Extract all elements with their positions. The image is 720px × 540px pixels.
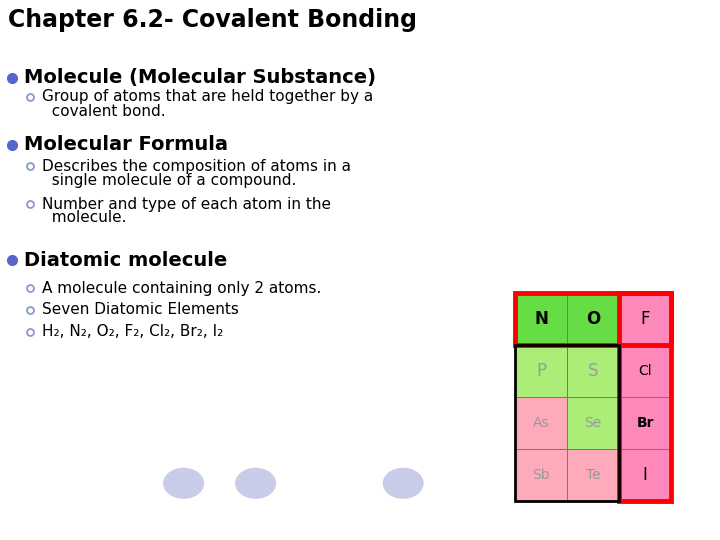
Bar xyxy=(619,293,671,501)
Bar xyxy=(515,345,619,501)
Bar xyxy=(515,449,567,501)
Text: Se: Se xyxy=(585,416,602,430)
Bar xyxy=(515,345,567,397)
Ellipse shape xyxy=(618,471,650,496)
Bar xyxy=(515,293,671,345)
Bar xyxy=(567,397,619,449)
Bar xyxy=(619,293,671,345)
Text: As: As xyxy=(533,416,549,430)
Ellipse shape xyxy=(384,469,423,498)
Text: Sb: Sb xyxy=(532,468,550,482)
Text: S: S xyxy=(588,362,598,380)
Text: O: O xyxy=(586,310,600,328)
Text: Diatomic molecule: Diatomic molecule xyxy=(24,251,228,269)
Text: Group of atoms that are held together by a: Group of atoms that are held together by… xyxy=(42,90,373,105)
Bar xyxy=(567,345,619,397)
Text: I: I xyxy=(642,466,647,484)
Bar xyxy=(619,397,671,449)
Text: Seven Diatomic Elements: Seven Diatomic Elements xyxy=(42,302,239,318)
Text: P: P xyxy=(536,362,546,380)
Text: Molecule (Molecular Substance): Molecule (Molecular Substance) xyxy=(24,69,376,87)
Text: covalent bond.: covalent bond. xyxy=(42,104,166,118)
Text: F: F xyxy=(640,310,649,328)
Ellipse shape xyxy=(515,470,551,497)
Text: Describes the composition of atoms in a: Describes the composition of atoms in a xyxy=(42,159,351,173)
Text: N: N xyxy=(534,310,548,328)
Text: Cl: Cl xyxy=(638,364,652,378)
Bar xyxy=(567,449,619,501)
Bar xyxy=(515,293,567,345)
Text: molecule.: molecule. xyxy=(42,211,127,226)
Text: A molecule containing only 2 atoms.: A molecule containing only 2 atoms. xyxy=(42,280,321,295)
Text: Chapter 6.2- Covalent Bonding: Chapter 6.2- Covalent Bonding xyxy=(8,8,417,32)
Bar xyxy=(515,397,567,449)
Bar xyxy=(619,449,671,501)
Text: Number and type of each atom in the: Number and type of each atom in the xyxy=(42,197,331,212)
Bar xyxy=(567,293,619,345)
Text: Te: Te xyxy=(585,468,600,482)
Text: single molecule of a compound.: single molecule of a compound. xyxy=(42,172,297,187)
Bar xyxy=(619,345,671,397)
Text: Br: Br xyxy=(636,416,654,430)
Ellipse shape xyxy=(163,469,204,498)
Text: Molecular Formula: Molecular Formula xyxy=(24,136,228,154)
Ellipse shape xyxy=(236,469,275,498)
Text: H₂, N₂, O₂, F₂, Cl₂, Br₂, I₂: H₂, N₂, O₂, F₂, Cl₂, Br₂, I₂ xyxy=(42,325,223,340)
